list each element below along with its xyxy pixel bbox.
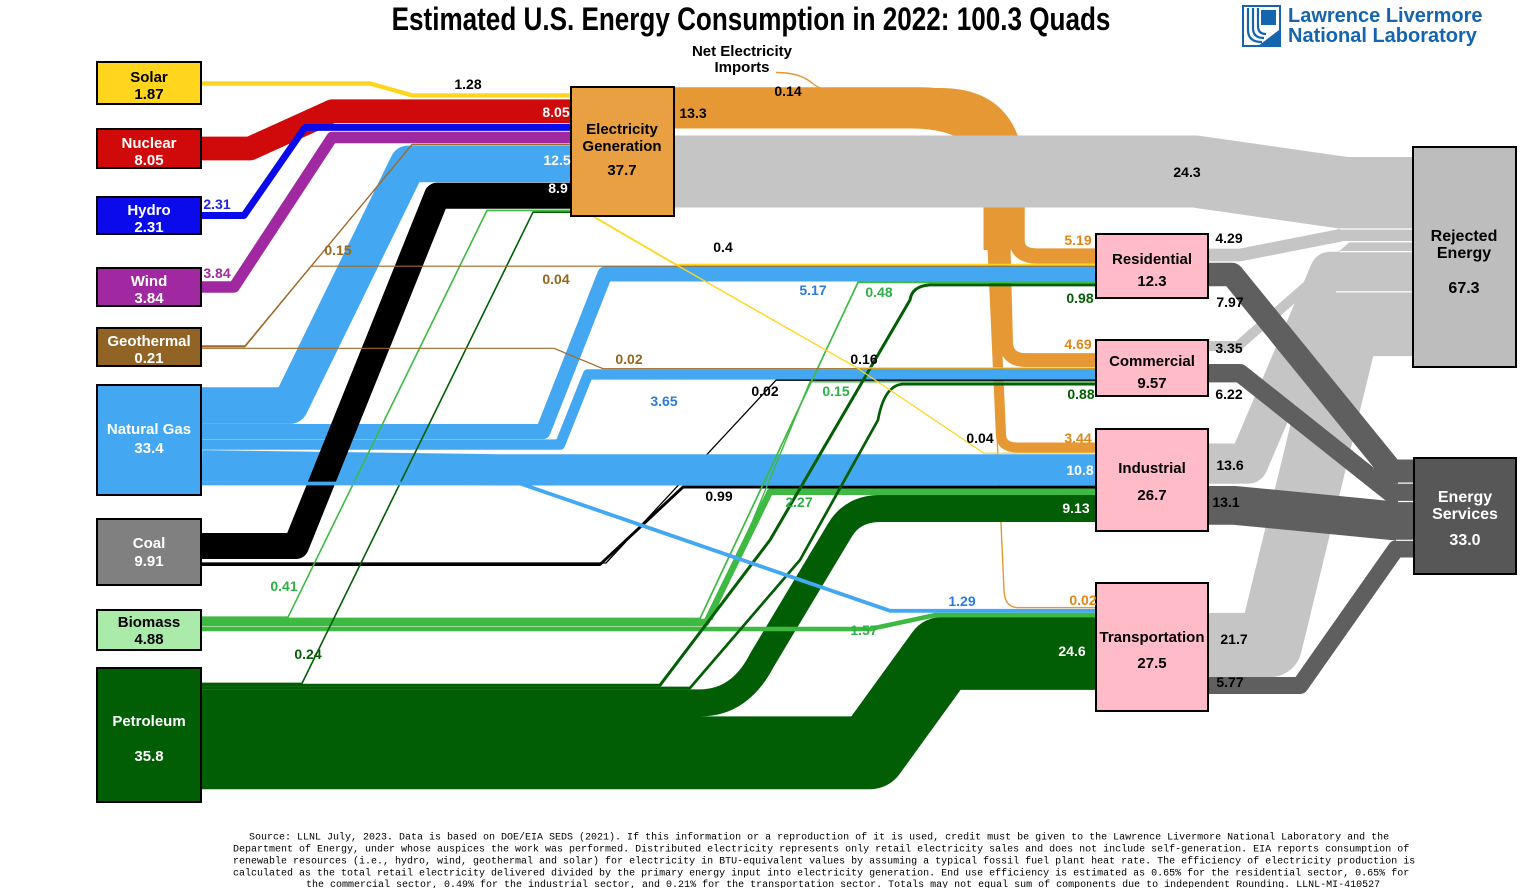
- svg-text:Rejected: Rejected: [1431, 228, 1498, 245]
- svg-text:1.29: 1.29: [948, 593, 975, 609]
- svg-text:67.3: 67.3: [1448, 280, 1479, 297]
- svg-text:0.16: 0.16: [850, 351, 877, 367]
- svg-text:3.84: 3.84: [134, 290, 164, 307]
- svg-text:Transportation: Transportation: [1099, 629, 1204, 646]
- svg-text:6.22: 6.22: [1215, 386, 1242, 402]
- svg-text:0.41: 0.41: [270, 578, 297, 594]
- svg-text:Nuclear: Nuclear: [121, 135, 176, 152]
- svg-text:0.15: 0.15: [324, 242, 351, 258]
- svg-text:Estimated U.S. Energy Consumpt: Estimated U.S. Energy Consumption in 202…: [392, 3, 1111, 38]
- svg-text:Electricity: Electricity: [586, 121, 658, 138]
- svg-text:1.28: 1.28: [454, 76, 481, 92]
- svg-text:Petroleum: Petroleum: [112, 713, 185, 730]
- svg-text:4.88: 4.88: [134, 631, 163, 648]
- svg-text:Department of Energy, under wh: Department of Energy, under whose auspic…: [233, 844, 1409, 856]
- svg-text:26.7: 26.7: [1137, 487, 1166, 504]
- svg-text:0.02: 0.02: [615, 351, 642, 367]
- svg-text:0.04: 0.04: [542, 271, 569, 287]
- svg-text:3.35: 3.35: [1215, 340, 1242, 356]
- svg-text:35.8: 35.8: [134, 748, 163, 765]
- svg-text:2.27: 2.27: [785, 494, 812, 510]
- svg-text:0.04: 0.04: [966, 430, 993, 446]
- svg-text:Biomass: Biomass: [118, 614, 181, 631]
- svg-text:21.7: 21.7: [1220, 631, 1247, 647]
- svg-text:2.31: 2.31: [203, 196, 230, 212]
- svg-text:Services: Services: [1432, 506, 1498, 523]
- svg-text:8.9: 8.9: [548, 180, 568, 196]
- svg-text:9.57: 9.57: [1137, 375, 1166, 392]
- svg-text:Natural Gas: Natural Gas: [107, 421, 191, 438]
- svg-text:0.99: 0.99: [705, 488, 732, 504]
- svg-text:Industrial: Industrial: [1118, 460, 1186, 477]
- svg-text:0.98: 0.98: [1066, 290, 1093, 306]
- svg-text:Residential: Residential: [1112, 251, 1192, 268]
- svg-text:0.48: 0.48: [865, 284, 892, 300]
- svg-text:13.6: 13.6: [1216, 457, 1243, 473]
- svg-text:3.84: 3.84: [203, 265, 230, 281]
- svg-text:1.87: 1.87: [134, 86, 163, 103]
- svg-text:9.13: 9.13: [1062, 500, 1089, 516]
- svg-text:4.69: 4.69: [1064, 336, 1091, 352]
- svg-text:0.4: 0.4: [713, 239, 733, 255]
- svg-text:3.65: 3.65: [650, 393, 677, 409]
- svg-text:Imports: Imports: [714, 59, 769, 76]
- svg-text:Lawrence Livermore: Lawrence Livermore: [1288, 5, 1483, 27]
- svg-text:Geothermal: Geothermal: [107, 333, 190, 350]
- svg-text:33.4: 33.4: [134, 440, 164, 457]
- svg-text:12.5: 12.5: [543, 152, 570, 168]
- svg-text:0.24: 0.24: [294, 646, 321, 662]
- svg-text:12.3: 12.3: [1137, 273, 1166, 290]
- svg-text:3.44: 3.44: [1064, 430, 1091, 446]
- svg-text:24.3: 24.3: [1173, 164, 1200, 180]
- svg-text:renewable resources (i.e., hyd: renewable resources (i.e., hydro, wind, …: [233, 856, 1415, 868]
- svg-text:0.02: 0.02: [751, 383, 778, 399]
- svg-text:5.77: 5.77: [1216, 674, 1243, 690]
- svg-text:24.6: 24.6: [1058, 643, 1085, 659]
- svg-text:calculated as the total retail: calculated as the total retail electrici…: [233, 868, 1409, 880]
- svg-text:Solar: Solar: [130, 69, 168, 86]
- svg-text:13.1: 13.1: [1212, 494, 1239, 510]
- svg-text:Coal: Coal: [133, 535, 166, 552]
- svg-text:10.8: 10.8: [1066, 462, 1093, 478]
- svg-text:33.0: 33.0: [1449, 532, 1480, 549]
- svg-text:Net Electricity: Net Electricity: [692, 43, 793, 60]
- svg-text:Hydro: Hydro: [127, 202, 170, 219]
- svg-text:27.5: 27.5: [1137, 655, 1166, 672]
- svg-text:8.05: 8.05: [134, 152, 163, 169]
- svg-text:8.05: 8.05: [542, 104, 569, 120]
- svg-text:Source: LLNL July, 2023. Data: Source: LLNL July, 2023. Data is based o…: [249, 832, 1389, 844]
- svg-text:the commercial sector, 0.49% f: the commercial sector, 0.49% for the ind…: [306, 879, 1380, 888]
- svg-text:9.91: 9.91: [134, 553, 163, 570]
- svg-text:Energy: Energy: [1438, 489, 1492, 506]
- svg-text:Energy: Energy: [1437, 245, 1491, 262]
- svg-text:2.31: 2.31: [134, 219, 163, 236]
- svg-text:13.3: 13.3: [679, 105, 706, 121]
- svg-text:0.14: 0.14: [774, 83, 801, 99]
- svg-text:5.19: 5.19: [1064, 232, 1091, 248]
- svg-text:Generation: Generation: [582, 138, 661, 155]
- svg-text:37.7: 37.7: [607, 162, 636, 179]
- svg-text:1.57: 1.57: [850, 622, 877, 638]
- svg-text:National Laboratory: National Laboratory: [1288, 25, 1478, 47]
- svg-text:Wind: Wind: [131, 273, 168, 290]
- svg-text:Commercial: Commercial: [1109, 353, 1195, 370]
- svg-text:7.97: 7.97: [1216, 294, 1243, 310]
- svg-text:4.29: 4.29: [1215, 230, 1242, 246]
- svg-text:0.02: 0.02: [1069, 592, 1096, 608]
- svg-text:0.21: 0.21: [134, 350, 163, 367]
- svg-text:5.17: 5.17: [799, 282, 826, 298]
- svg-text:0.88: 0.88: [1067, 386, 1094, 402]
- svg-text:0.15: 0.15: [822, 383, 849, 399]
